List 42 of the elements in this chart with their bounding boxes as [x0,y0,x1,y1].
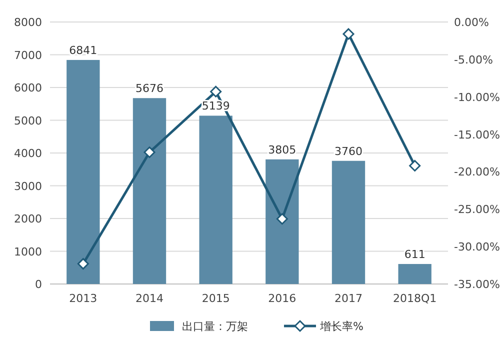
y2-tick-label: -5.00% [454,53,493,66]
y2-tick-label: -35.00% [454,278,500,291]
y2-tick-label: -25.00% [454,203,500,216]
x-tick-label: 2014 [136,292,164,305]
point [210,86,222,98]
x-tick-label: 2016 [268,292,296,305]
y2-tick-label: -30.00% [454,240,500,254]
bar [266,159,299,284]
y2-tick-label: -10.00% [454,90,500,104]
y-tick-label: 4000 [14,147,42,160]
y2-tick-label: -20.00% [454,166,500,179]
y-tick-label: 6000 [14,82,42,94]
data-label: 3805 [268,143,296,156]
data-label: 5676 [136,82,164,96]
y-tick-label: 2000 [14,212,42,226]
point [77,258,89,270]
legend-label: 增长率% [319,320,364,333]
bar [132,98,166,284]
point [144,146,156,158]
bar [66,60,100,284]
data-label: 611 [404,248,426,261]
bar [398,264,432,284]
x-tick-label: 2015 [202,292,230,305]
point [276,213,288,225]
y2-tick-label: 0.00% [454,16,489,29]
y-tick-label: 0 [35,278,42,291]
point [342,28,354,40]
y-tick-label: 7000 [14,48,42,62]
x-tick-label: 2017 [334,292,362,305]
y-tick-label: 1000 [14,245,42,258]
x-tick-label: 2018Q1 [393,292,437,305]
bar [199,116,232,284]
x-tick-label: 2013 [69,292,98,305]
data-label: 3760 [334,144,362,158]
y-tick-label: 8000 [14,16,42,29]
y-tick-label: 5000 [14,114,42,128]
bar [332,160,366,284]
y-tick-label: 3000 [14,180,42,193]
y2-tick-label: -15.00% [454,128,500,142]
point [409,160,421,172]
legend-label: 出口量：万架 [182,320,248,333]
data-label: 6841 [69,44,98,57]
